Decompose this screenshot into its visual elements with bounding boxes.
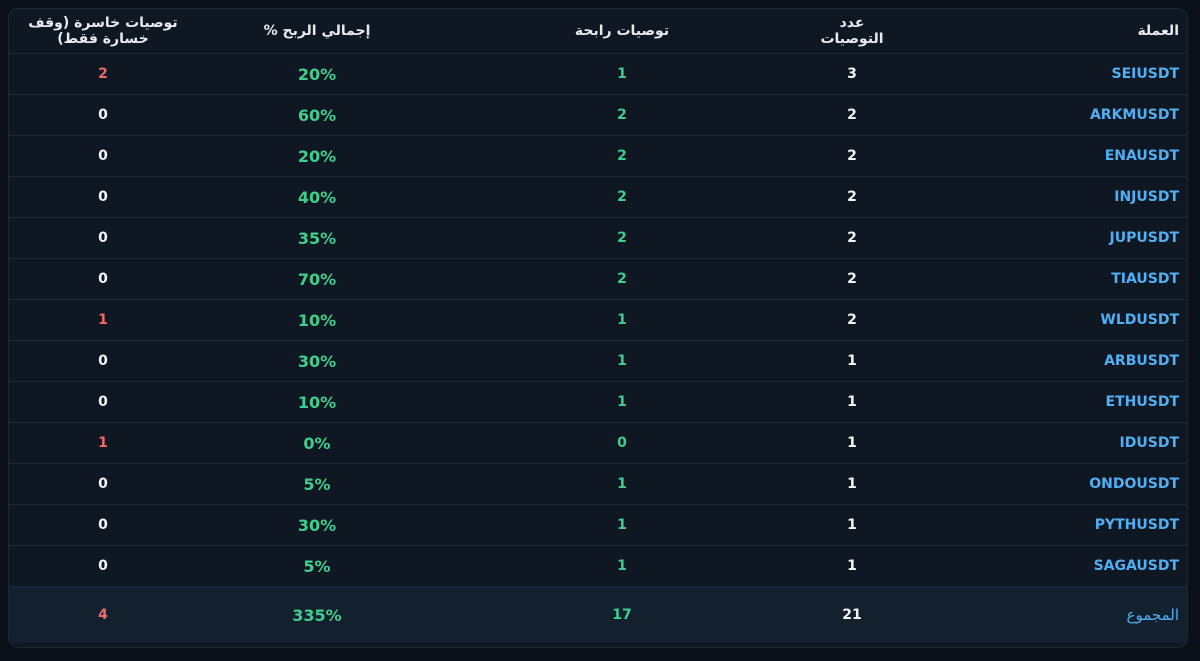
table-row: ONDOUSDT 1 1 5% 0	[9, 463, 1187, 505]
winning-count: 2	[617, 271, 627, 287]
recommendation-count: 2	[847, 148, 857, 164]
winning-count: 1	[617, 353, 627, 369]
profit-percent: 40%	[297, 187, 337, 207]
coin-symbol[interactable]: ARKMUSDT	[1089, 107, 1179, 123]
coin-symbol[interactable]: WLDUSDT	[1100, 312, 1179, 328]
coin-symbol[interactable]: ARBUSDT	[1104, 353, 1179, 369]
header-coin: العملة	[897, 9, 1187, 54]
table-row: ARKMUSDT 2 2 60% 0	[9, 94, 1187, 136]
profit-percent: 10%	[297, 310, 337, 330]
table-row: ENAUSDT 2 2 20% 0	[9, 135, 1187, 177]
winning-count: 1	[617, 558, 627, 574]
winning-count: 1	[617, 66, 627, 82]
profit-percent: 35%	[297, 228, 337, 248]
header-loss: توصيات خاسرة (وقف خسارة فقط)	[9, 9, 197, 54]
winning-count: 1	[617, 312, 627, 328]
profit-percent: 5%	[303, 474, 331, 494]
profit-percent: 60%	[297, 105, 337, 125]
header-win: توصيات رابحة	[437, 9, 807, 54]
recommendation-count: 2	[847, 230, 857, 246]
recommendation-count: 2	[847, 107, 857, 123]
header-count: عدد التوصيات	[807, 9, 897, 54]
losing-count: 2	[98, 66, 108, 82]
table-row: SEIUSDT 3 1 20% 2	[9, 53, 1187, 95]
recommendation-count: 1	[847, 435, 857, 451]
winning-count: 0	[617, 435, 627, 451]
winning-count: 1	[617, 476, 627, 492]
table-row: IDUSDT 1 0 0% 1	[9, 422, 1187, 464]
recommendation-count: 1	[847, 476, 857, 492]
coin-symbol[interactable]: TIAUSDT	[1111, 271, 1179, 287]
coin-symbol[interactable]: ONDOUSDT	[1089, 476, 1179, 492]
profit-percent: 5%	[303, 556, 331, 576]
profit-percent: 10%	[297, 392, 337, 412]
total-label: المجموع	[1126, 606, 1179, 624]
recommendation-count: 2	[847, 189, 857, 205]
losing-count: 0	[98, 107, 108, 123]
table-row: SAGAUSDT 1 1 5% 0	[9, 545, 1187, 587]
recommendations-panel: العملة عدد التوصيات توصيات رابحة إجمالي …	[8, 8, 1188, 648]
losing-count: 0	[98, 394, 108, 410]
losing-count: 0	[98, 558, 108, 574]
total-win: 17	[612, 607, 632, 623]
table-row: JUPUSDT 2 2 35% 0	[9, 217, 1187, 259]
losing-count: 0	[98, 353, 108, 369]
recommendation-count: 1	[847, 517, 857, 533]
recommendation-count: 1	[847, 353, 857, 369]
losing-count: 1	[98, 435, 108, 451]
winning-count: 2	[617, 148, 627, 164]
losing-count: 0	[98, 230, 108, 246]
table-row: INJUSDT 2 2 40% 0	[9, 176, 1187, 218]
table-row: PYTHUSDT 1 1 30% 0	[9, 504, 1187, 546]
losing-count: 1	[98, 312, 108, 328]
table-header-row: العملة عدد التوصيات توصيات رابحة إجمالي …	[9, 9, 1187, 54]
total-loss: 4	[98, 607, 108, 623]
profit-percent: 20%	[297, 64, 337, 84]
winning-count: 2	[617, 189, 627, 205]
table-row: ARBUSDT 1 1 30% 0	[9, 340, 1187, 382]
table-row: TIAUSDT 2 2 70% 0	[9, 258, 1187, 300]
total-profit: 335%	[292, 605, 342, 625]
profit-percent: 30%	[297, 351, 337, 371]
losing-count: 0	[98, 189, 108, 205]
coin-symbol[interactable]: IDUSDT	[1119, 435, 1179, 451]
profit-percent: 20%	[297, 146, 337, 166]
recommendation-count: 3	[847, 66, 857, 82]
recommendations-table: العملة عدد التوصيات توصيات رابحة إجمالي …	[9, 9, 1187, 643]
table-row: WLDUSDT 2 1 10% 1	[9, 299, 1187, 341]
recommendation-count: 1	[847, 558, 857, 574]
coin-symbol[interactable]: SAGAUSDT	[1093, 558, 1179, 574]
profit-percent: 70%	[297, 269, 337, 289]
winning-count: 1	[617, 517, 627, 533]
coin-symbol[interactable]: SEIUSDT	[1111, 66, 1179, 82]
losing-count: 0	[98, 476, 108, 492]
coin-symbol[interactable]: ENAUSDT	[1104, 148, 1179, 164]
table-row: ETHUSDT 1 1 10% 0	[9, 381, 1187, 423]
coin-symbol[interactable]: JUPUSDT	[1109, 230, 1179, 246]
winning-count: 1	[617, 394, 627, 410]
profit-percent: 30%	[297, 515, 337, 535]
winning-count: 2	[617, 107, 627, 123]
recommendation-count: 2	[847, 271, 857, 287]
coin-symbol[interactable]: PYTHUSDT	[1094, 517, 1179, 533]
recommendation-count: 2	[847, 312, 857, 328]
recommendation-count: 1	[847, 394, 857, 410]
total-row: المجموع 21 17 335% 4	[9, 586, 1187, 643]
coin-symbol[interactable]: INJUSDT	[1114, 189, 1179, 205]
coin-symbol[interactable]: ETHUSDT	[1105, 394, 1179, 410]
total-count: 21	[842, 607, 862, 623]
losing-count: 0	[98, 517, 108, 533]
header-profit: إجمالي الربح %	[197, 9, 437, 54]
losing-count: 0	[98, 148, 108, 164]
winning-count: 2	[617, 230, 627, 246]
profit-percent: 0%	[303, 433, 331, 453]
losing-count: 0	[98, 271, 108, 287]
